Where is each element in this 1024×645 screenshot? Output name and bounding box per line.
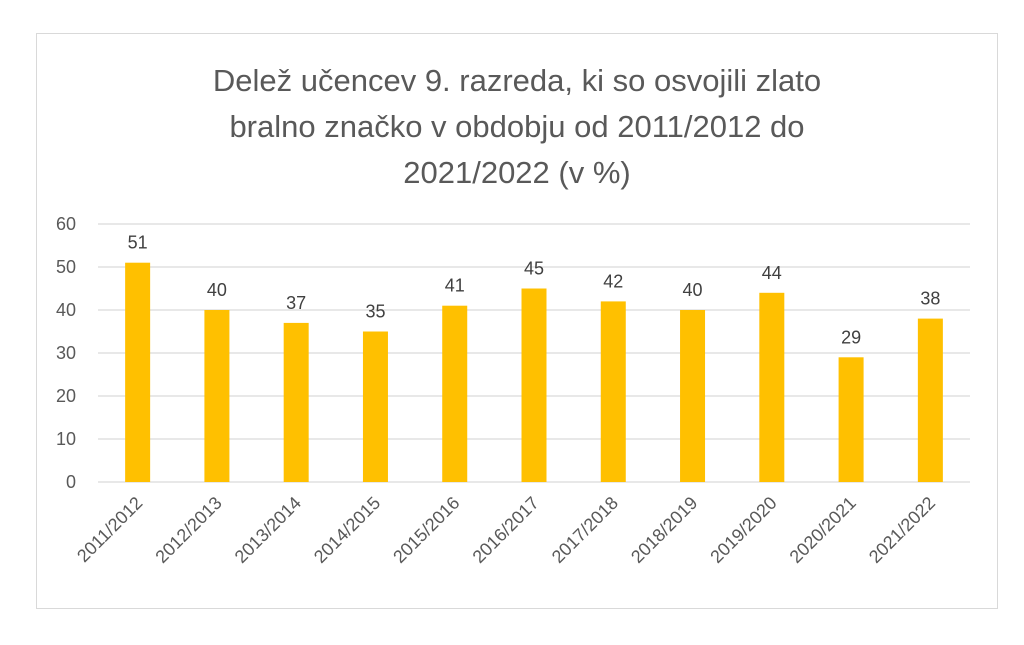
- bar-2015/2016: [442, 305, 468, 482]
- bar-2020/2021: [838, 357, 864, 482]
- x-tick-label: 2014/2015: [310, 493, 384, 567]
- y-tick-label: 50: [56, 257, 76, 277]
- bar-2011/2012: [125, 262, 151, 482]
- x-tick-label: 2020/2021: [786, 493, 860, 567]
- bar-2014/2015: [362, 331, 388, 482]
- data-labels: 51 40 37 35 41 45 42 40 44 29 38: [128, 233, 941, 348]
- data-label: 41: [445, 276, 465, 296]
- x-tick-label: 2011/2012: [73, 493, 146, 566]
- bar-2017/2018: [600, 301, 626, 482]
- y-tick-label: 60: [56, 214, 76, 234]
- bar-2021/2022: [917, 318, 943, 482]
- y-tick-label: 30: [56, 343, 76, 363]
- data-label: 40: [683, 280, 703, 300]
- x-tick-label: 2013/2014: [231, 493, 305, 567]
- chart-title: Delež učencev 9. razreda, ki so osvojili…: [36, 58, 998, 196]
- chart-title-line-3: 2021/2022 (v %): [403, 155, 631, 190]
- data-label: 42: [603, 271, 623, 291]
- x-tick-label: 2017/2018: [548, 493, 622, 567]
- x-tick-label: 2021/2022: [865, 493, 939, 567]
- data-label: 45: [524, 259, 544, 279]
- x-tick-label: 2015/2016: [389, 493, 463, 567]
- data-label: 38: [920, 289, 940, 309]
- data-label: 44: [762, 263, 782, 283]
- data-label: 29: [841, 327, 861, 347]
- x-tick-label: 2016/2017: [469, 493, 543, 567]
- bar-2012/2013: [204, 310, 230, 482]
- bar-2018/2019: [680, 310, 706, 482]
- x-tick-label: 2012/2013: [151, 493, 225, 567]
- x-tick-label: 2019/2020: [706, 493, 780, 567]
- bar-2013/2014: [283, 322, 309, 482]
- bar-2016/2017: [521, 288, 547, 482]
- chart-frame: [36, 33, 998, 609]
- x-tick-label: 2018/2019: [627, 493, 701, 567]
- x-axis-ticks: 2011/2012 2012/2013 2013/2014 2014/2015 2015…: [73, 493, 939, 567]
- chart-title-line-2: bralno značko v obdobju od 2011/2012 do: [229, 109, 805, 144]
- y-tick-label: 20: [56, 386, 76, 406]
- chart-title-line-1: Delež učencev 9. razreda, ki so osvojili…: [212, 63, 822, 98]
- data-label: 51: [128, 233, 148, 253]
- data-label: 35: [365, 302, 385, 322]
- y-tick-label: 10: [56, 429, 76, 449]
- data-label: 40: [207, 280, 227, 300]
- y-axis-ticks: 0 10 20 30 40 50 60: [56, 214, 76, 492]
- y-tick-label: 40: [56, 300, 76, 320]
- bar-2019/2020: [759, 292, 785, 482]
- bars: [125, 262, 943, 482]
- y-tick-label: 0: [66, 472, 76, 492]
- data-label: 37: [286, 293, 306, 313]
